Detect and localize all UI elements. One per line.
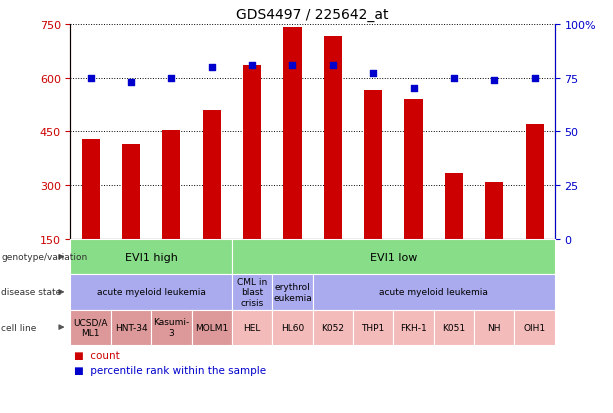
Text: K052: K052 — [321, 323, 345, 332]
Text: NH: NH — [487, 323, 501, 332]
Point — [126, 79, 136, 86]
Bar — [82, 139, 100, 240]
Point — [167, 75, 177, 82]
Text: disease state: disease state — [1, 288, 61, 297]
Bar — [203, 111, 221, 240]
Bar — [485, 182, 503, 240]
Bar — [283, 28, 302, 240]
Text: CML in
blast
crisis: CML in blast crisis — [237, 278, 267, 307]
Point — [287, 62, 297, 69]
Bar — [243, 66, 261, 240]
Bar — [364, 91, 383, 240]
Text: Kasumi-
3: Kasumi- 3 — [153, 318, 189, 337]
Point — [207, 64, 216, 71]
Text: FKH-1: FKH-1 — [400, 323, 427, 332]
Text: acute myeloid leukemia: acute myeloid leukemia — [379, 288, 488, 297]
Bar — [445, 173, 463, 240]
Text: HL60: HL60 — [281, 323, 304, 332]
Point — [489, 77, 499, 84]
Point — [530, 75, 539, 82]
Text: K051: K051 — [443, 323, 465, 332]
Text: UCSD/A
ML1: UCSD/A ML1 — [74, 318, 108, 337]
Point — [368, 71, 378, 78]
Point — [328, 62, 338, 69]
Text: genotype/variation: genotype/variation — [1, 253, 88, 261]
Text: ■  percentile rank within the sample: ■ percentile rank within the sample — [74, 365, 265, 375]
Text: HNT-34: HNT-34 — [115, 323, 147, 332]
Text: HEL: HEL — [243, 323, 261, 332]
Bar — [525, 125, 544, 240]
Bar — [405, 100, 422, 240]
Text: ■  count: ■ count — [74, 350, 120, 360]
Point — [449, 75, 459, 82]
Point — [409, 86, 419, 93]
Bar — [162, 131, 180, 240]
Text: OIH1: OIH1 — [524, 323, 546, 332]
Point — [247, 62, 257, 69]
Point — [86, 75, 96, 82]
Text: erythrol
eukemia: erythrol eukemia — [273, 282, 312, 302]
Text: EVI1 low: EVI1 low — [370, 252, 417, 262]
Title: GDS4497 / 225642_at: GDS4497 / 225642_at — [237, 8, 389, 22]
Bar — [122, 145, 140, 240]
Text: cell line: cell line — [1, 323, 37, 332]
Text: acute myeloid leukemia: acute myeloid leukemia — [97, 288, 205, 297]
Text: EVI1 high: EVI1 high — [125, 252, 178, 262]
Text: THP1: THP1 — [362, 323, 385, 332]
Text: MOLM1: MOLM1 — [195, 323, 229, 332]
Bar — [324, 37, 342, 240]
